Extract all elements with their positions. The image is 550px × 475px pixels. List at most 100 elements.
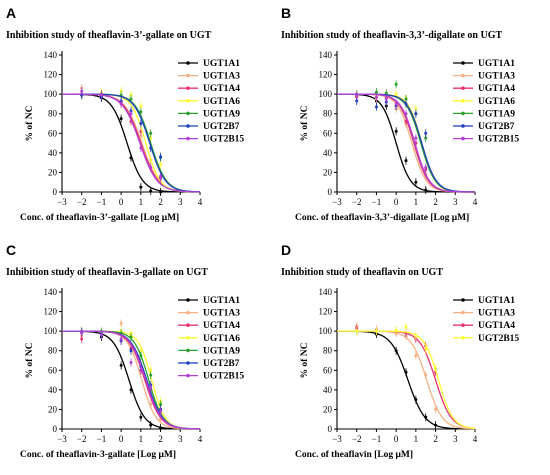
x-tick-label: 2 (158, 197, 163, 207)
legend-marker (461, 73, 465, 78)
data-point (404, 112, 408, 116)
legend-marker (461, 136, 465, 141)
data-point (424, 415, 428, 419)
legend-label: UGT2B15 (203, 372, 244, 382)
data-point (119, 363, 123, 367)
x-tick-label: 3 (453, 434, 458, 444)
x-tick-label: 4 (198, 197, 203, 207)
y-tick-label: 20 (323, 167, 333, 177)
data-point (129, 156, 133, 160)
data-point (159, 163, 163, 167)
data-point (414, 180, 418, 184)
x-tick-label: −2 (352, 197, 362, 207)
data-point (394, 102, 398, 106)
data-point (394, 82, 398, 86)
data-point (394, 349, 398, 353)
panel-b: B Inhibition study of theaflavin-3,3’-dig… (281, 5, 519, 223)
series-curve-ugt1a9 (337, 93, 476, 193)
series-curve-ugt2b15 (337, 330, 476, 430)
data-point (139, 146, 143, 150)
legend-label: UGT2B15 (203, 135, 244, 145)
data-point (374, 95, 378, 99)
y-tick-label: 120 (319, 307, 333, 317)
series-curve-ugt1a4 (337, 330, 476, 430)
y-tick-label: 140 (44, 287, 58, 297)
chart-title: Inhibition study of theaflavin-3,3’-diga… (281, 30, 502, 41)
y-tick-label: 40 (323, 148, 333, 158)
x-axis-label: Conc. of theaflavin-3,3’-digallate [Log … (295, 213, 469, 223)
y-tick-label: 60 (323, 128, 333, 138)
series-curve-ugt2b7 (337, 93, 475, 193)
data-point (80, 89, 84, 93)
data-point (424, 166, 428, 170)
y-tick-label: 100 (44, 89, 58, 99)
data-point (355, 329, 359, 333)
legend-label: UGT1A3 (203, 72, 240, 82)
series-curve-ugt1a4 (336, 93, 475, 193)
x-tick-label: −3 (57, 197, 67, 207)
data-point (139, 349, 143, 353)
legend-marker (461, 124, 465, 128)
x-tick-label: −1 (97, 434, 107, 444)
panel-a: A Inhibition study of theaflavin-3’-galla… (6, 5, 244, 223)
x-tick-label: 3 (178, 197, 183, 207)
data-point (139, 110, 143, 114)
series-curve-ugt2b15 (61, 330, 201, 430)
legend-label: UGT1A3 (203, 309, 240, 319)
y-tick-label: 100 (319, 326, 333, 336)
data-point (149, 403, 153, 407)
legend-marker (461, 111, 465, 116)
data-point (414, 136, 418, 140)
data-point (384, 97, 388, 101)
data-point (139, 104, 143, 108)
data-point (159, 426, 163, 430)
panel-letter: D (281, 242, 291, 258)
data-point (159, 155, 163, 159)
x-tick-label: −3 (332, 197, 342, 207)
y-tick-label: 60 (48, 128, 58, 138)
data-point (149, 373, 153, 377)
legend-label: UGT1A6 (478, 97, 515, 107)
data-point (149, 368, 153, 372)
legend-label: UGT1A9 (203, 346, 240, 356)
data-point (149, 423, 153, 427)
data-point (129, 388, 133, 392)
data-point (159, 403, 163, 407)
legend-marker (461, 86, 465, 90)
legend-marker (461, 99, 465, 103)
y-tick-label: 20 (323, 404, 333, 414)
x-tick-label: 2 (158, 434, 163, 444)
x-tick-label: 3 (453, 197, 458, 207)
legend-label: UGT1A1 (203, 59, 240, 69)
data-point (394, 129, 398, 133)
y-tick-label: 80 (323, 109, 333, 119)
y-axis-label: % of NC (25, 342, 35, 378)
data-point (139, 415, 143, 419)
data-point (414, 354, 418, 358)
x-tick-label: 2 (433, 434, 438, 444)
data-point (404, 120, 408, 124)
legend-marker (186, 336, 190, 340)
x-tick-label: 0 (394, 434, 399, 444)
data-point (119, 321, 123, 325)
legend-label: UGT1A1 (478, 296, 515, 306)
series-curve-ugt1a1 (337, 330, 475, 430)
data-point (424, 136, 428, 140)
x-tick-label: 4 (198, 434, 203, 444)
legend-marker (186, 124, 190, 128)
x-tick-label: 4 (473, 434, 478, 444)
chart-title: Inhibition study of theaflavin on UGT (281, 267, 443, 278)
series-curve-ugt1a6 (337, 93, 476, 193)
data-point (139, 368, 143, 372)
data-point (159, 176, 163, 180)
panel-c: C Inhibition study of theaflavin-3-gallat… (6, 242, 244, 460)
data-point (129, 97, 133, 101)
x-tick-label: 1 (139, 197, 144, 207)
legend-marker (186, 373, 190, 378)
y-tick-label: 100 (44, 326, 58, 336)
data-point (80, 331, 84, 335)
data-point (394, 92, 398, 96)
y-axis-label: % of NC (300, 342, 310, 378)
y-tick-label: 40 (48, 385, 58, 395)
y-tick-label: 0 (53, 187, 58, 197)
